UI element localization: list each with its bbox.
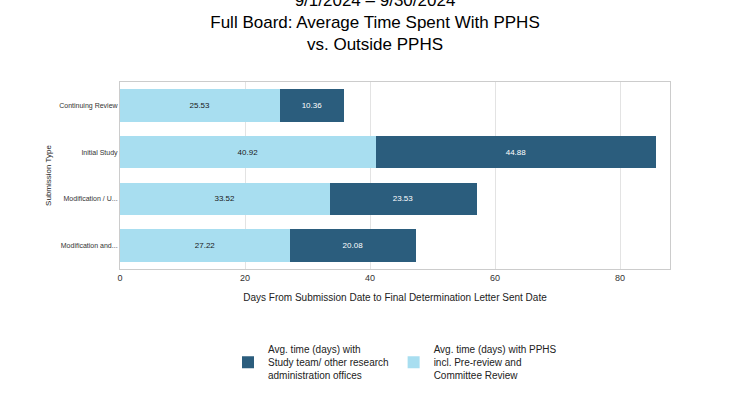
svg-text:Modification and...: Modification and... (61, 242, 118, 249)
svg-text:Avg. time (days) withStudy tea: Avg. time (days) withStudy team/ other r… (268, 344, 389, 381)
svg-text:20.08: 20.08 (343, 241, 364, 250)
svg-text:23.53: 23.53 (393, 194, 414, 203)
svg-text:40.92: 40.92 (238, 148, 259, 157)
svg-text:33.52: 33.52 (214, 194, 235, 203)
svg-text:27.22: 27.22 (195, 241, 216, 250)
svg-text:9/1/2024 – 9/30/2024Full Board: 9/1/2024 – 9/30/2024Full Board: Average … (210, 0, 539, 54)
svg-text:80: 80 (615, 273, 625, 283)
svg-text:Initial Study: Initial Study (81, 149, 118, 157)
svg-text:0: 0 (117, 273, 122, 283)
svg-text:60: 60 (490, 273, 500, 283)
svg-text:44.88: 44.88 (506, 148, 527, 157)
svg-text:Submission Type: Submission Type (44, 145, 53, 206)
svg-text:Continuing Review: Continuing Review (59, 102, 118, 110)
svg-text:Modification / U...: Modification / U... (64, 195, 118, 202)
svg-text:Avg. time (days) with PPHSincl: Avg. time (days) with PPHSincl. Pre-revi… (434, 344, 557, 381)
svg-text:40: 40 (365, 273, 375, 283)
svg-text:Days From Submission Date to F: Days From Submission Date to Final Deter… (243, 292, 547, 303)
svg-text:10.36: 10.36 (302, 101, 323, 110)
svg-text:20: 20 (240, 273, 250, 283)
svg-text:25.53: 25.53 (189, 101, 210, 110)
